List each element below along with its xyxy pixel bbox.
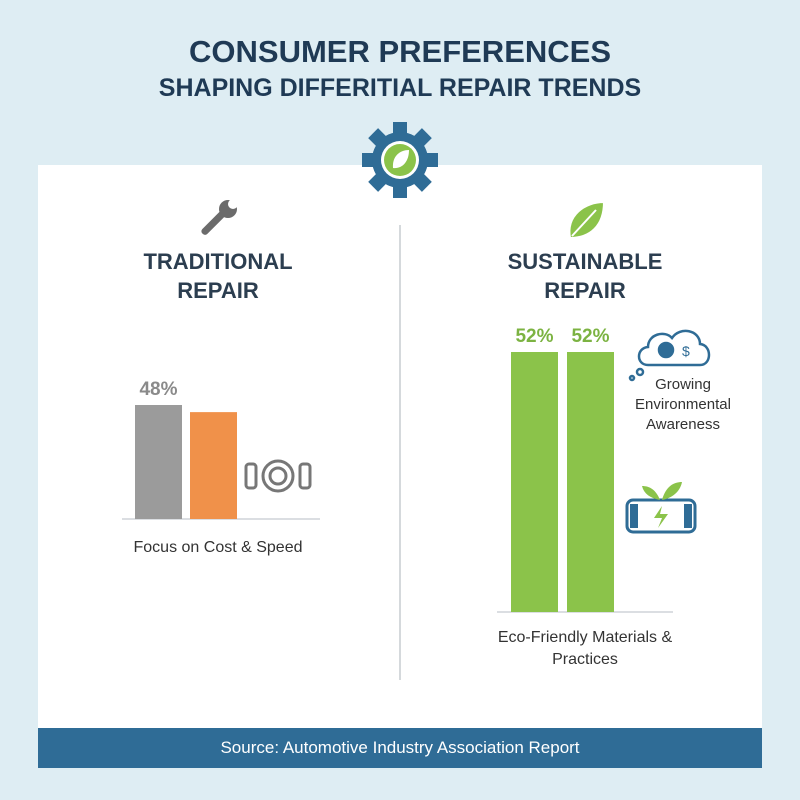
chart-title: SUSTAINABLE REPAIR	[507, 249, 663, 303]
bar	[511, 352, 558, 612]
bar	[190, 412, 237, 519]
caption: Focus on Cost & Speed	[133, 539, 303, 556]
annotation: Growing Environmental Awareness	[635, 376, 731, 433]
differential-icon	[244, 459, 312, 493]
bar	[567, 352, 614, 612]
svg-text:$: $	[682, 343, 690, 359]
title: CONSUMER PREFERENCES	[189, 34, 611, 69]
leaf-icon	[568, 200, 606, 240]
gear-icon	[362, 122, 438, 198]
value-label: 52%	[571, 326, 609, 347]
subtitle: SHAPING DIFFERITIAL REPAIR TRENDS	[158, 74, 642, 102]
source-bar	[38, 728, 762, 768]
value-label: 48%	[139, 379, 177, 400]
battery-icon	[625, 482, 697, 534]
value-label: 52%	[515, 326, 553, 347]
chart-title: TRADITIONAL REPAIR	[143, 249, 293, 303]
wrench-icon	[201, 199, 238, 235]
caption: Eco-Friendly Materials & Practices	[497, 629, 673, 668]
source: Source: Automotive Industry Association …	[220, 738, 580, 757]
cloud-icon: $	[628, 329, 711, 382]
bar	[135, 405, 182, 519]
